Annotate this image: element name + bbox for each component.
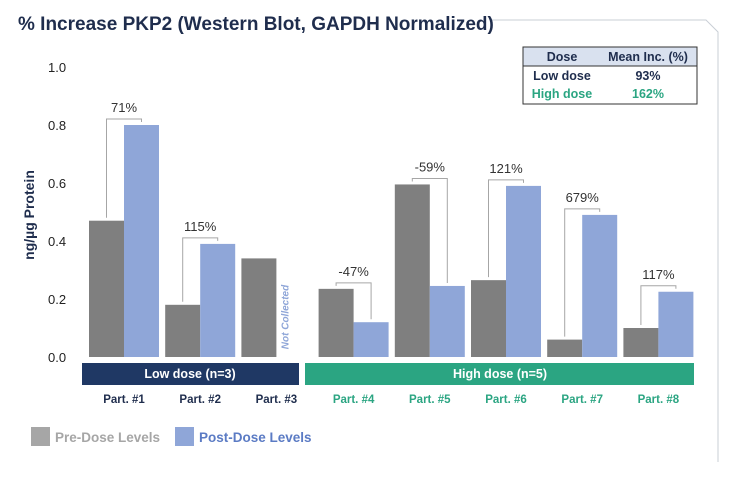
x-axis-label: Part. #8 — [638, 394, 680, 406]
legend-swatch-post — [175, 427, 194, 446]
percent-change-label: 117% — [642, 267, 675, 282]
bar-pre-dose-3 — [241, 258, 277, 357]
bar-post-dose-5 — [429, 285, 465, 357]
high-dose-band — [305, 363, 694, 385]
comparison-bracket — [564, 208, 601, 337]
x-axis-label: Part. #3 — [256, 394, 298, 406]
y-tick-label: 0.2 — [48, 292, 66, 307]
y-tick-label: 0.6 — [48, 176, 66, 191]
comparison-bracket — [335, 282, 372, 320]
bar-post-dose-6 — [506, 185, 541, 357]
summary-table: Dose Mean Inc. (%) Low dose 93% High dos… — [522, 46, 698, 105]
table-row-low-dose: Low dose — [533, 69, 591, 83]
table-row-high-dose: High dose — [532, 87, 592, 101]
chart-frame — [490, 19, 719, 462]
y-tick-label: 1.0 — [48, 60, 66, 75]
table-row-high-value: 162% — [632, 87, 664, 101]
bar-post-dose-1 — [124, 125, 159, 357]
legend-swatch-pre — [31, 427, 50, 446]
x-axis-label: Part. #1 — [103, 394, 145, 406]
not-collected-label: Not Collected — [280, 284, 291, 349]
x-axis-label: Part. #5 — [409, 394, 451, 406]
percent-change-label: 679% — [566, 190, 600, 205]
comparison-bracket — [106, 118, 142, 218]
bar-pre-dose-7 — [547, 339, 583, 357]
y-axis-label: ng/µg Protein — [21, 170, 37, 260]
bars: Not Collected — [89, 125, 694, 357]
low-dose-band-label: Low dose (n=3) — [144, 367, 235, 381]
bar-pre-dose-5 — [394, 184, 430, 357]
low-dose-band — [82, 363, 299, 385]
bar-post-dose-2 — [200, 243, 236, 357]
y-axis-ticks: 1.0 0.8 0.6 0.4 0.2 0.0 — [48, 60, 66, 365]
percent-change-label: -47% — [338, 264, 369, 279]
bar-pre-dose-8 — [623, 328, 659, 357]
comparison-bracket — [488, 179, 524, 278]
y-tick-label: 0.4 — [48, 234, 66, 249]
percent-change-label: -59% — [415, 159, 446, 174]
x-axis-label: Part. #7 — [561, 394, 603, 406]
bar-pre-dose-4 — [318, 288, 354, 357]
chart-title: % Increase PKP2 (Western Blot, GAPDH Nor… — [18, 14, 494, 35]
percent-change-label: 71% — [111, 100, 137, 115]
bar-pre-dose-6 — [471, 280, 506, 357]
legend-label-post: Post-Dose Levels — [199, 430, 312, 445]
x-axis-label: Part. #6 — [485, 394, 527, 406]
table-row-low-value: 93% — [635, 69, 660, 83]
bar-pre-dose-1 — [89, 220, 124, 357]
percent-change-label: 115% — [184, 219, 217, 234]
bar-post-dose-8 — [658, 291, 694, 357]
table-header-dose: Dose — [547, 50, 578, 64]
bar-pre-dose-2 — [165, 304, 201, 357]
bar-post-dose-7 — [582, 214, 618, 357]
legend-label-pre: Pre-Dose Levels — [55, 430, 160, 445]
percent-change-label: 121% — [489, 161, 523, 176]
x-axis-label: Part. #2 — [179, 394, 221, 406]
x-axis-labels: Part. #1 Part. #2 Part. #3 Part. #4 Part. #5… — [103, 394, 680, 406]
high-dose-band-label: High dose (n=5) — [453, 367, 547, 381]
table-header-mean: Mean Inc. (%) — [608, 50, 688, 64]
x-axis-label: Part. #4 — [333, 394, 375, 406]
table-body — [522, 65, 698, 105]
comparison-bracket — [411, 177, 448, 283]
percent-annotations: 71% 115% -47% -59% 121% 679% 117% — [106, 100, 677, 337]
comparison-bracket — [640, 285, 677, 325]
comparison-bracket — [182, 237, 219, 302]
y-tick-label: 0.8 — [48, 118, 66, 133]
y-tick-label: 0.0 — [48, 350, 66, 365]
bar-post-dose-4 — [353, 322, 389, 357]
